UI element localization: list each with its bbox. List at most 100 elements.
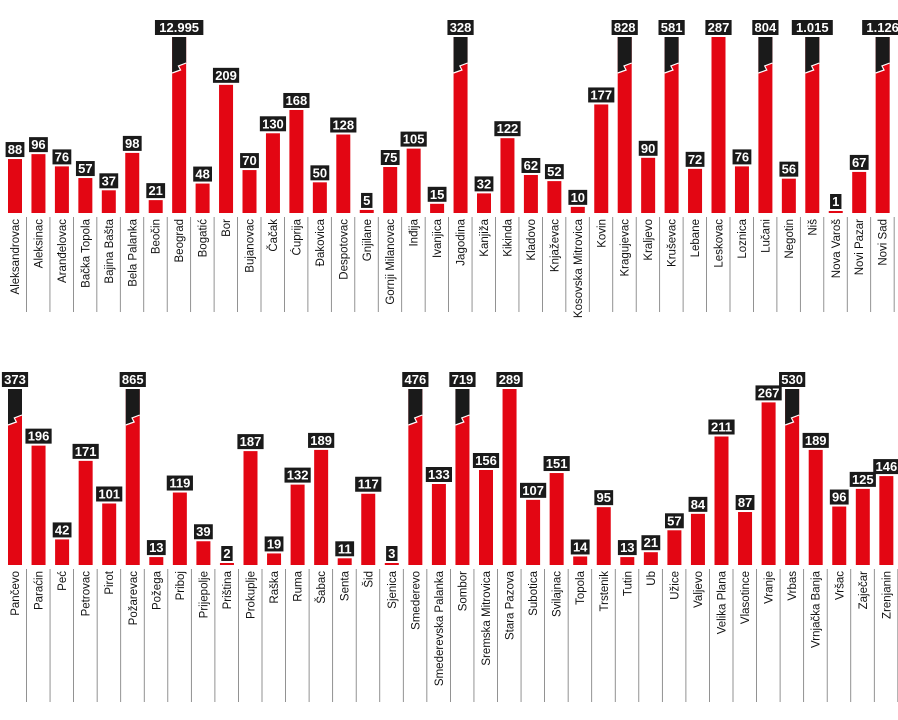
value-label-box (259, 116, 287, 132)
category-label: Kragujevac (620, 219, 632, 277)
category-label: Kanjiža (479, 218, 491, 256)
bar (523, 174, 538, 213)
bar (526, 499, 541, 565)
bar (243, 451, 258, 565)
value-label: 287 (708, 20, 730, 35)
bar (8, 389, 22, 565)
bar (125, 152, 140, 213)
category-label: Ćuprija (290, 218, 303, 255)
category-label: Aleksandrovac (10, 219, 22, 295)
value-label: 56 (782, 162, 796, 177)
bar (314, 449, 329, 565)
category-label: Kosovska Mitrovica (573, 218, 585, 318)
bar (573, 556, 588, 565)
value-label-box (474, 176, 494, 192)
category-label: Nova Varoš (831, 219, 843, 278)
value-label: 189 (805, 433, 827, 448)
value-label: 1.126 (866, 20, 898, 35)
value-label: 19 (267, 536, 281, 551)
bar (852, 171, 867, 213)
value-label-box (146, 183, 166, 199)
bar (430, 203, 445, 213)
value-label-box (75, 161, 95, 177)
value-label-box (849, 471, 876, 487)
value-label-box (427, 186, 447, 202)
value-label: 88 (8, 142, 22, 157)
value-label: 187 (240, 434, 262, 449)
value-label: 128 (332, 118, 354, 133)
value-label-box (240, 153, 259, 169)
category-label: Vlasotince (740, 571, 752, 624)
category-label: Knjaževac (549, 219, 561, 272)
value-label: 865 (122, 372, 144, 387)
axis-break-line (455, 414, 470, 426)
category-label: Prijepolje (198, 571, 210, 618)
value-label: 156 (475, 453, 497, 468)
value-label: 373 (4, 372, 26, 387)
category-label: Aleksinac (33, 219, 45, 268)
bar (785, 389, 800, 565)
category-label: Svilajnac (552, 571, 564, 617)
category-label: Kikinda (502, 218, 514, 256)
value-label: 119 (169, 476, 190, 491)
bar (383, 167, 398, 213)
value-label-box (665, 513, 684, 529)
value-label-box (194, 524, 213, 540)
value-label-box (154, 20, 204, 35)
value-label-box (829, 489, 849, 505)
value-label: 101 (98, 486, 120, 501)
value-label: 90 (641, 141, 655, 156)
value-label-box (496, 372, 523, 387)
bar (758, 37, 773, 213)
bar (549, 473, 564, 565)
bar (643, 552, 658, 565)
value-label-box (849, 154, 869, 170)
category-label: Zrenjanin (881, 571, 893, 619)
bar (500, 138, 515, 213)
category-label: Smederevska Palanka (434, 570, 446, 686)
bar (195, 183, 210, 213)
value-label-box (25, 428, 52, 444)
value-label-box (708, 419, 735, 435)
bar (617, 37, 632, 213)
value-label: 328 (450, 20, 472, 35)
category-label: Vranje (764, 571, 776, 604)
bar (479, 469, 493, 565)
category-label: Gornji Milanovac (385, 219, 397, 305)
value-label: 117 (358, 477, 379, 492)
value-label-box (543, 456, 570, 472)
category-label: Sombor (457, 571, 469, 611)
category-label: Senta (340, 570, 352, 601)
value-label: 581 (661, 20, 683, 35)
value-label-box (29, 137, 48, 153)
value-label: 98 (125, 136, 139, 151)
bar (502, 389, 517, 565)
value-label: 70 (242, 153, 256, 168)
value-label: 87 (738, 495, 752, 510)
bar (855, 488, 870, 565)
value-label: 13 (149, 540, 163, 555)
bar (267, 553, 282, 565)
category-label: Velika Plana (717, 570, 729, 634)
bar (570, 206, 585, 213)
bar (384, 563, 399, 565)
category-label: Bela Palanka (127, 218, 139, 286)
bar (547, 181, 562, 213)
value-label: 105 (403, 132, 425, 147)
bar (879, 476, 894, 565)
bar (832, 506, 847, 565)
value-label: 32 (477, 176, 491, 191)
value-label: 122 (497, 121, 519, 136)
value-label-box (521, 157, 541, 173)
bar (265, 133, 280, 213)
value-label-box (830, 194, 842, 209)
value-label-box (705, 20, 732, 35)
value-label-box (355, 476, 382, 492)
value-label: 1.015 (796, 20, 829, 35)
value-label: 42 (55, 522, 69, 537)
value-label: 67 (852, 155, 866, 170)
value-label-box (688, 496, 708, 512)
value-label: 13 (620, 540, 634, 555)
axis-break-line (617, 62, 632, 74)
